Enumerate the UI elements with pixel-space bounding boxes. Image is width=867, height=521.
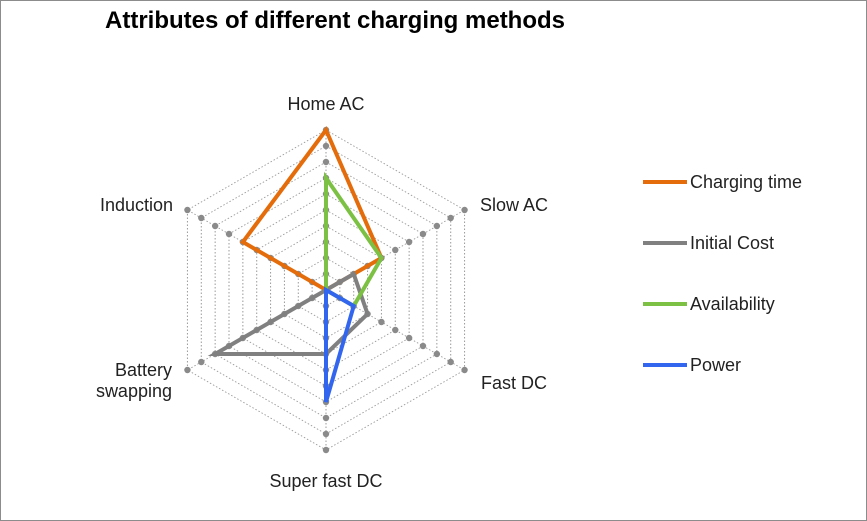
tick-dot-induction-10 — [184, 206, 191, 214]
tick-dot-induction-7 — [225, 230, 233, 238]
tick-dot-super-fast-dc-9 — [322, 430, 330, 438]
legend: Charging time Initial Cost Availability Pow… — [643, 172, 802, 375]
spoke-fast-dc — [325, 289, 465, 371]
tick-dot-home-ac-8 — [322, 158, 330, 166]
axis-label-super-fast-dc: Super fast DC — [269, 471, 382, 491]
tick-dot-fast-dc-10 — [461, 366, 468, 374]
spoke-battery-swapping — [187, 289, 327, 371]
tick-dot-fast-dc-9 — [447, 358, 454, 366]
axis-label-line: Battery — [115, 360, 172, 380]
tick-dot-battery-swapping-9 — [198, 358, 205, 366]
tick-dot-slow-ac-7 — [419, 230, 427, 238]
chart-title: Attributes of different charging methods — [105, 7, 566, 34]
axis-label-fast-dc: Fast DC — [481, 373, 547, 393]
series-power — [324, 286, 357, 403]
spoke-induction — [187, 209, 327, 291]
legend-label-charging-time: Charging time — [690, 172, 802, 192]
tick-dot-slow-ac-5 — [392, 246, 399, 254]
tick-dot-slow-ac-9 — [447, 214, 454, 222]
tick-dot-fast-dc-8 — [433, 350, 441, 358]
axis-label-line: Super fast DC — [269, 471, 382, 491]
legend-label-initial-cost: Initial Cost — [690, 233, 774, 253]
axis-label-slow-ac: Slow AC — [480, 195, 548, 215]
legend-label-power: Power — [690, 355, 741, 375]
axis-label-line: Slow AC — [480, 195, 548, 215]
axis-label-battery-swapping: Battery swapping — [96, 360, 172, 401]
axis-label-line: Fast DC — [481, 373, 547, 393]
legend-label-availability: Availability — [690, 294, 775, 314]
tick-dot-fast-dc-7 — [419, 342, 427, 350]
tick-dot-super-fast-dc-10 — [322, 446, 330, 454]
tick-dot-slow-ac-8 — [433, 222, 441, 230]
axis-label-induction: Induction — [100, 195, 173, 215]
tick-dot-slow-ac-10 — [461, 206, 468, 214]
radar-series — [207, 126, 384, 403]
tick-dot-fast-dc-5 — [392, 326, 399, 334]
axis-label-line: swapping — [96, 381, 172, 401]
spoke-slow-ac — [325, 209, 465, 291]
tick-dot-slow-ac-6 — [405, 238, 413, 246]
tick-dot-induction-9 — [198, 214, 205, 222]
axis-label-line: Induction — [100, 195, 173, 215]
tick-dot-fast-dc-4 — [378, 318, 385, 326]
tick-dot-battery-swapping-10 — [184, 366, 191, 374]
axis-labels: Home AC Slow AC Fast DC Super fast DC Batter… — [96, 94, 548, 491]
tick-dot-home-ac-9 — [322, 142, 330, 150]
tick-dot-super-fast-dc-8 — [322, 414, 330, 422]
axis-label-line: Home AC — [287, 94, 364, 114]
axis-label-home-ac: Home AC — [287, 94, 364, 114]
tick-dot-induction-8 — [211, 222, 219, 230]
tick-dot-fast-dc-6 — [405, 334, 413, 342]
